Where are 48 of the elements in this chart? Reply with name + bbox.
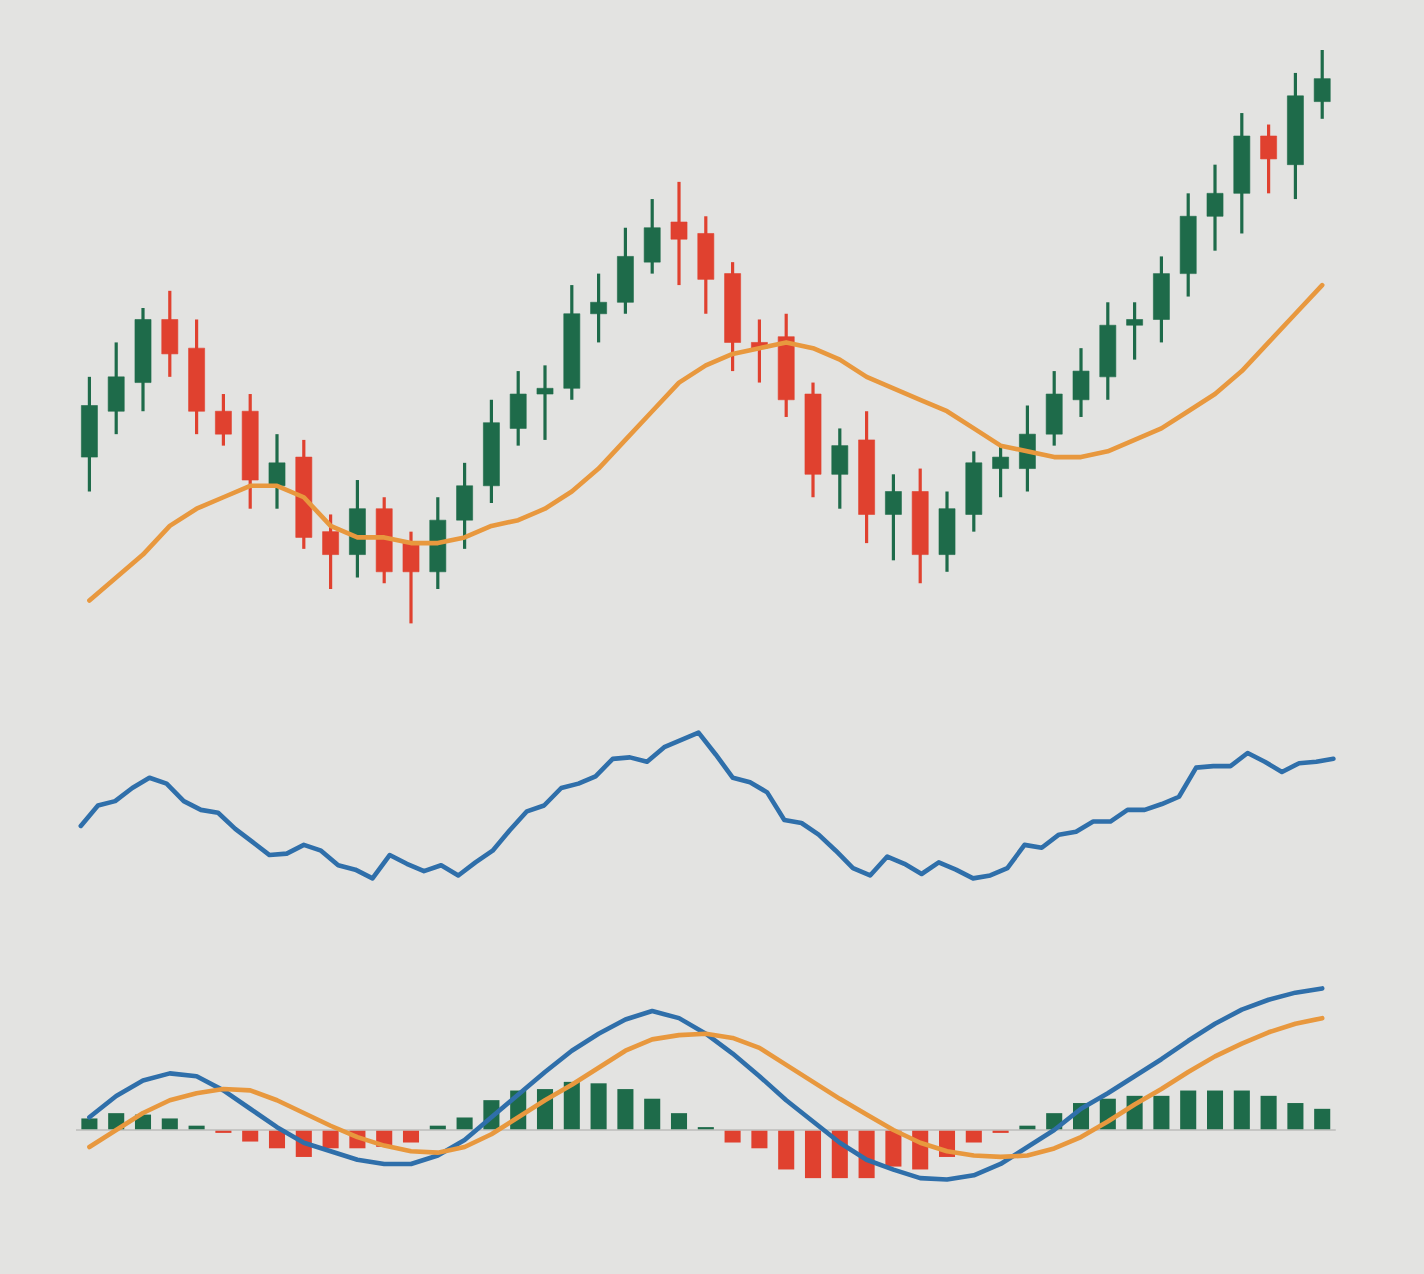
bar [1233, 1090, 1250, 1130]
bar [1287, 1103, 1304, 1130]
bar [1260, 1095, 1277, 1130]
candlestick [456, 461, 473, 551]
candlestick [1206, 163, 1224, 253]
candlestick [509, 369, 527, 448]
candlestick [831, 426, 849, 511]
candlestick [268, 432, 286, 511]
candlestick [643, 197, 661, 276]
bar [402, 1130, 420, 1143]
candlestick [885, 472, 902, 562]
candlestick [322, 512, 339, 591]
candlestick [992, 444, 1009, 499]
bar [885, 1130, 902, 1167]
bar [804, 1130, 822, 1179]
bar [456, 1117, 473, 1130]
bar [242, 1130, 259, 1142]
candlestick [1313, 48, 1331, 121]
candlestick [1045, 369, 1063, 448]
bar [778, 1130, 795, 1170]
bar [724, 1130, 741, 1143]
candlestick [349, 478, 366, 580]
bar [1314, 1108, 1331, 1130]
candlestick [617, 226, 634, 316]
bar [644, 1098, 661, 1130]
bar [322, 1130, 339, 1149]
candlestick [1153, 254, 1170, 345]
bar [161, 1118, 178, 1130]
candlestick [590, 272, 607, 345]
candlestick [215, 392, 232, 448]
candlestick [1126, 300, 1143, 362]
candlestick [402, 530, 420, 625]
bar [965, 1130, 982, 1143]
candlestick [536, 363, 554, 442]
candlestick [161, 289, 179, 379]
candlestick [1260, 122, 1277, 195]
bar [670, 1113, 688, 1130]
candlestick [697, 214, 715, 316]
candlestick [670, 180, 688, 287]
bar [1206, 1090, 1224, 1130]
bar [751, 1130, 768, 1149]
bar [1180, 1090, 1197, 1130]
candlestick [938, 489, 956, 574]
bar [1153, 1095, 1170, 1130]
bar [617, 1089, 634, 1130]
candlestick [107, 340, 125, 436]
bar [590, 1083, 607, 1130]
candlestick [1072, 346, 1090, 419]
